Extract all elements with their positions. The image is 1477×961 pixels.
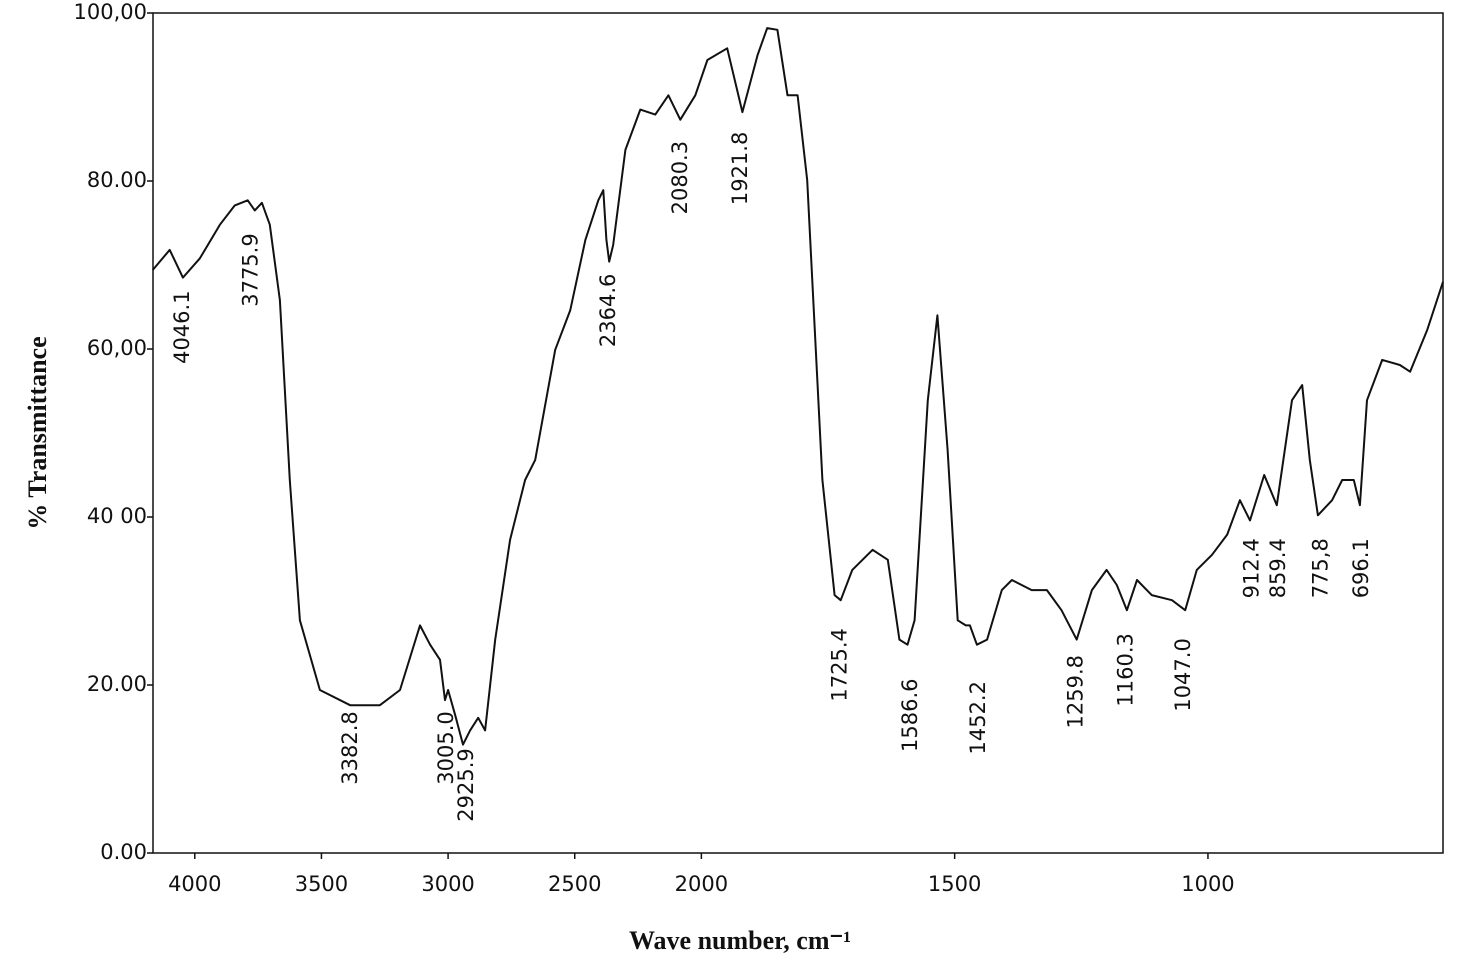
x-tick-label: 2000	[675, 872, 728, 896]
peak-label: 3005.0	[434, 711, 458, 784]
peak-label: 859.4	[1266, 538, 1290, 598]
y-tick-label: 60,00	[87, 336, 147, 360]
peak-label: 1047.0	[1171, 638, 1195, 711]
peak-label: 2364.6	[596, 274, 620, 347]
spectrum-line	[151, 27, 1444, 746]
peak-label: 3775.9	[239, 233, 263, 306]
x-tick-label: 4000	[168, 872, 221, 896]
x-tick-label: 2500	[548, 872, 601, 896]
peak-label: 3382.8	[338, 711, 362, 784]
y-tick-label: 40 00	[87, 504, 147, 528]
y-tick-label: 80.00	[87, 168, 147, 192]
peak-label: 1160.3	[1114, 633, 1138, 706]
peak-label: 2925.9	[454, 748, 478, 821]
peak-label: 1259.8	[1063, 655, 1087, 728]
y-tick-label: 0.00	[100, 840, 147, 864]
x-axis-label: Wave number, cm⁻¹	[629, 926, 851, 955]
peak-label: 4046.1	[170, 290, 194, 363]
y-tick-label: 20.00	[87, 672, 147, 696]
x-tick-label: 1500	[928, 872, 981, 896]
y-tick-label: 100,00	[74, 0, 147, 24]
peak-label: 696.1	[1349, 538, 1373, 598]
peak-label: 775,8	[1309, 538, 1333, 598]
x-tick-label: 3500	[295, 872, 348, 896]
peak-label: 1725.4	[827, 628, 851, 701]
peak-label: 1921.8	[728, 132, 752, 205]
x-tick-label: 3000	[421, 872, 474, 896]
y-axis-label: % Transmittance	[23, 336, 52, 529]
x-tick-label: 1000	[1181, 872, 1234, 896]
peak-label: 1586.6	[898, 678, 922, 751]
peak-label: 1452.2	[966, 681, 990, 754]
plot-frame	[152, 12, 1444, 854]
peak-label: 912.4	[1239, 538, 1263, 598]
peak-label: 2080.3	[668, 141, 692, 214]
